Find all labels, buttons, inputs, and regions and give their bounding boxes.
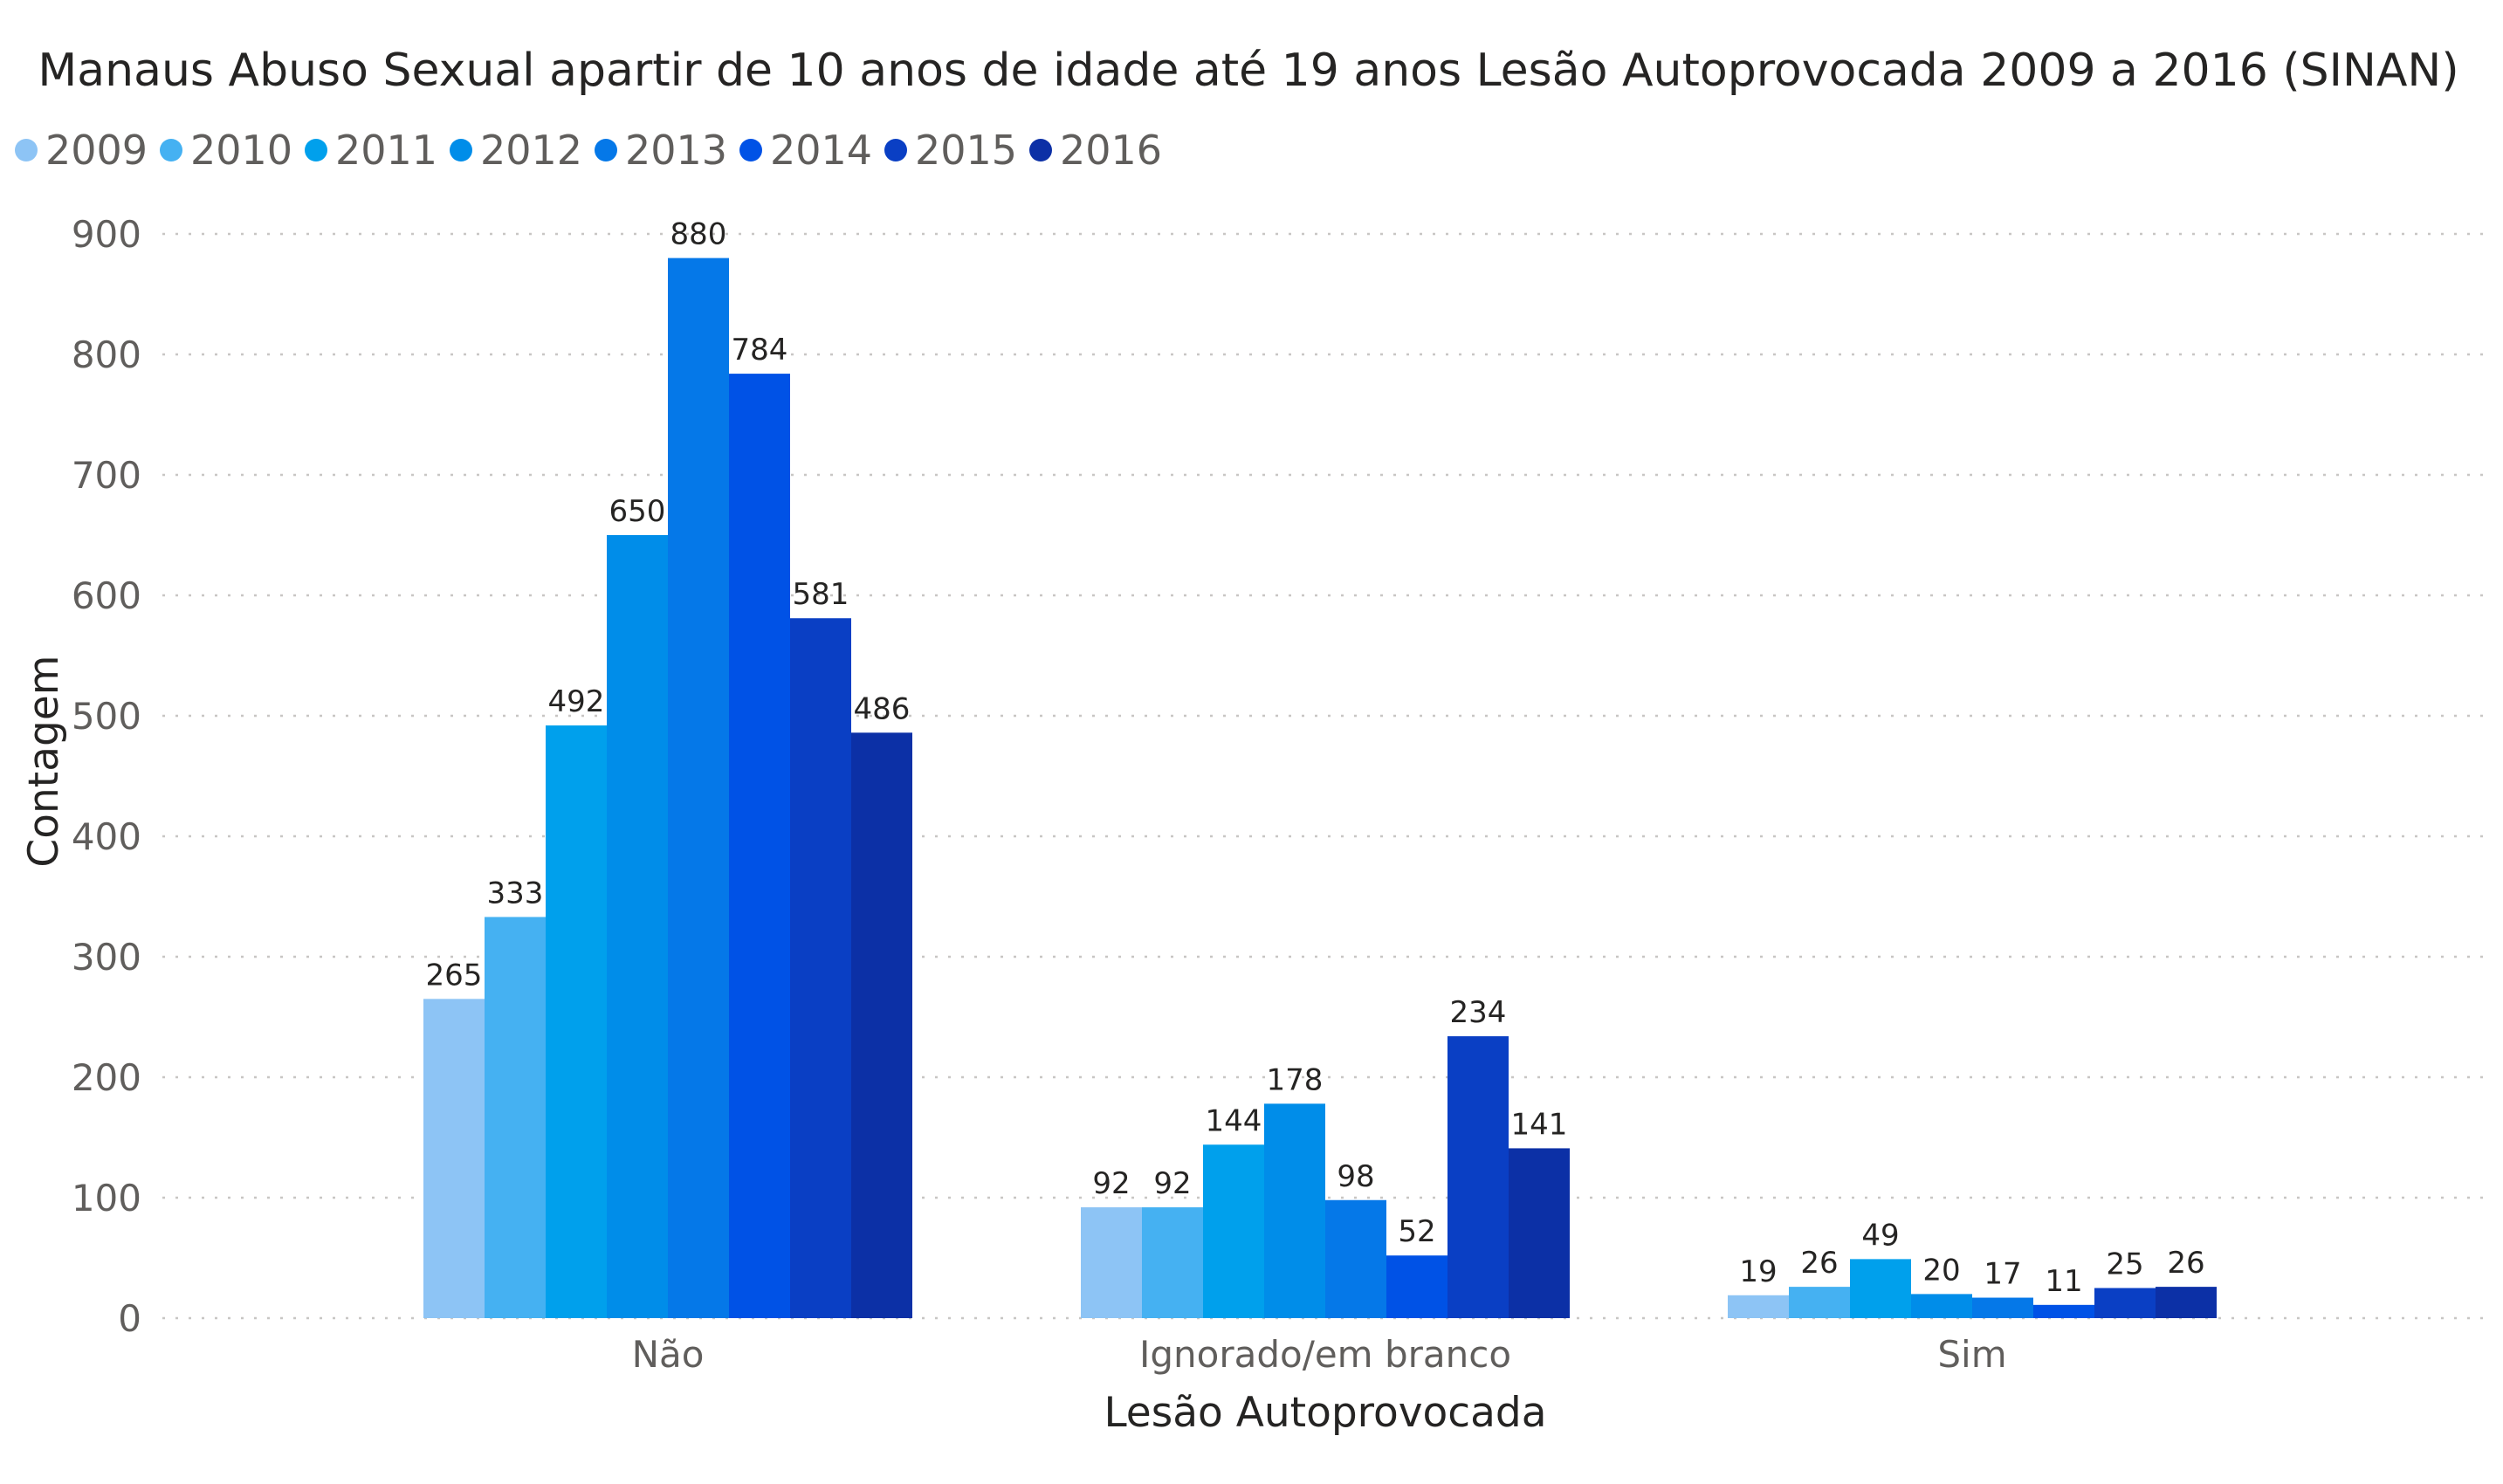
data-label: 486 xyxy=(854,691,911,726)
x-category-label: Sim xyxy=(1937,1333,2006,1376)
bar[interactable] xyxy=(668,258,729,1319)
bar[interactable] xyxy=(851,732,912,1318)
legend-marker xyxy=(595,139,617,161)
data-label: 98 xyxy=(1337,1159,1374,1194)
legend-item-2009[interactable]: 2009 xyxy=(45,127,148,174)
legend-marker xyxy=(160,139,182,161)
data-label: 141 xyxy=(1511,1107,1568,1142)
data-label: 333 xyxy=(487,876,544,910)
legend-marker xyxy=(1029,139,1052,161)
bar[interactable] xyxy=(1728,1295,1789,1318)
legend-item-2016[interactable]: 2016 xyxy=(1060,127,1162,174)
bar[interactable] xyxy=(2094,1288,2156,1319)
y-tick-label: 400 xyxy=(72,815,141,858)
bar[interactable] xyxy=(2033,1304,2094,1318)
data-label: 144 xyxy=(1206,1103,1262,1138)
data-label: 784 xyxy=(732,333,788,368)
bar[interactable] xyxy=(1850,1259,1911,1318)
y-axis-ticks: 0 100 200 300 400 500 600 700 800 900 xyxy=(72,213,141,1340)
data-label: 178 xyxy=(1267,1062,1324,1097)
x-category-label: Não xyxy=(632,1333,705,1376)
legend-item-2010[interactable]: 2010 xyxy=(190,127,292,174)
bar[interactable] xyxy=(1203,1144,1264,1318)
bar[interactable] xyxy=(1789,1287,1850,1318)
bar[interactable] xyxy=(1325,1199,1386,1318)
y-tick-label: 100 xyxy=(72,1177,141,1219)
legend-item-2015[interactable]: 2015 xyxy=(915,127,1017,174)
legend[interactable]: 2009 2010 2011 2012 2013 2014 2015 2016 xyxy=(15,127,1162,174)
data-label: 11 xyxy=(2045,1264,2082,1299)
legend-marker xyxy=(884,139,907,161)
data-label: 25 xyxy=(2106,1247,2143,1282)
y-tick-label: 900 xyxy=(72,213,141,256)
bar[interactable] xyxy=(1972,1297,2033,1318)
bar[interactable] xyxy=(2156,1287,2217,1318)
data-label: 581 xyxy=(793,577,849,612)
legend-marker xyxy=(15,139,38,161)
data-label: 52 xyxy=(1398,1214,1435,1249)
data-label: 92 xyxy=(1092,1166,1130,1201)
legend-item-2011[interactable]: 2011 xyxy=(335,127,437,174)
legend-marker xyxy=(450,139,472,161)
chart-title: Manaus Abuso Sexual apartir de 10 anos d… xyxy=(38,45,2458,97)
legend-marker xyxy=(739,139,762,161)
legend-item-2012[interactable]: 2012 xyxy=(480,127,582,174)
legend-marker xyxy=(305,139,327,161)
data-label: 49 xyxy=(1861,1218,1899,1253)
y-tick-label: 700 xyxy=(72,454,141,497)
bar[interactable] xyxy=(1509,1148,1570,1318)
bar[interactable] xyxy=(729,374,790,1319)
data-label: 265 xyxy=(426,958,483,993)
legend-item-2013[interactable]: 2013 xyxy=(625,127,727,174)
x-axis-title: Lesão Autoprovocada xyxy=(1104,1389,1546,1437)
data-label: 20 xyxy=(1922,1253,1960,1288)
bar[interactable] xyxy=(607,535,668,1318)
bar[interactable] xyxy=(1911,1294,1972,1318)
bar[interactable] xyxy=(546,725,607,1318)
data-label: 26 xyxy=(1800,1246,1838,1281)
bars[interactable] xyxy=(423,258,2217,1319)
y-tick-label: 800 xyxy=(72,333,141,376)
y-tick-label: 300 xyxy=(72,936,141,979)
data-label: 650 xyxy=(609,494,666,529)
data-label: 17 xyxy=(1984,1257,2021,1292)
bar[interactable] xyxy=(485,917,546,1318)
data-label: 234 xyxy=(1450,995,1507,1030)
y-axis-title: Contagem xyxy=(20,655,68,867)
bar[interactable] xyxy=(1447,1036,1509,1318)
bar[interactable] xyxy=(1386,1255,1447,1318)
bar[interactable] xyxy=(790,618,851,1318)
y-tick-label: 200 xyxy=(72,1056,141,1099)
x-axis-categories: Não Ignorado/em branco Sim xyxy=(632,1333,2007,1376)
legend-item-2014[interactable]: 2014 xyxy=(770,127,872,174)
x-category-label: Ignorado/em branco xyxy=(1139,1333,1511,1376)
data-label: 492 xyxy=(548,684,605,719)
bar[interactable] xyxy=(423,999,485,1318)
y-tick-label: 500 xyxy=(72,695,141,738)
data-label: 19 xyxy=(1739,1254,1777,1289)
bar[interactable] xyxy=(1264,1103,1325,1318)
bar[interactable] xyxy=(1081,1207,1142,1318)
y-tick-label: 600 xyxy=(72,574,141,617)
data-label: 92 xyxy=(1153,1166,1191,1201)
y-tick-label: 0 xyxy=(118,1297,141,1340)
data-label: 880 xyxy=(670,217,727,252)
data-label: 26 xyxy=(2167,1246,2204,1281)
bar[interactable] xyxy=(1142,1207,1203,1318)
